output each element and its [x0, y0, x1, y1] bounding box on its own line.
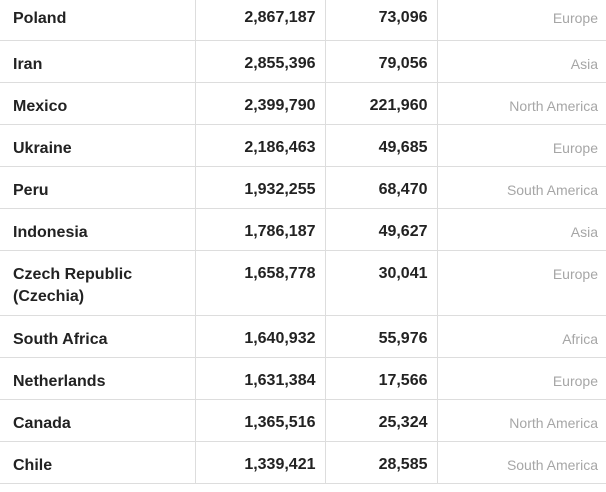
country-cell: Chile: [0, 441, 196, 484]
region-cell: Asia: [437, 208, 606, 251]
country-cell: Iran: [0, 40, 196, 83]
cases-cell: 2,399,790: [195, 82, 326, 125]
deaths-cell: 55,976: [325, 315, 438, 358]
table-row: Canada 1,365,516 25,324 North America: [0, 399, 606, 442]
deaths-cell: 49,685: [325, 124, 438, 167]
region-cell: Africa: [437, 315, 606, 358]
country-cell: Mexico: [0, 82, 196, 125]
table-row: Peru 1,932,255 68,470 South America: [0, 166, 606, 209]
deaths-cell: 25,324: [325, 399, 438, 442]
table-row: Indonesia 1,786,187 49,627 Asia: [0, 208, 606, 251]
region-cell: Europe: [437, 250, 606, 316]
country-cell: Netherlands: [0, 357, 196, 400]
cases-cell: 1,640,932: [195, 315, 326, 358]
cases-cell: 2,855,396: [195, 40, 326, 83]
cases-cell: 2,186,463: [195, 124, 326, 167]
cases-cell: 1,786,187: [195, 208, 326, 251]
region-cell: Europe: [437, 124, 606, 167]
region-cell: Europe: [437, 0, 606, 41]
region-cell: Asia: [437, 40, 606, 83]
region-cell: South America: [437, 441, 606, 484]
cases-cell: 1,631,384: [195, 357, 326, 400]
deaths-cell: 28,585: [325, 441, 438, 484]
table-row: Netherlands 1,631,384 17,566 Europe: [0, 357, 606, 400]
table-row: Chile 1,339,421 28,585 South America: [0, 441, 606, 484]
table-row: South Africa 1,640,932 55,976 Africa: [0, 315, 606, 358]
country-cell: South Africa: [0, 315, 196, 358]
cases-cell: 2,867,187: [195, 0, 326, 41]
cases-cell: 1,365,516: [195, 399, 326, 442]
deaths-cell: 68,470: [325, 166, 438, 209]
deaths-cell: 79,056: [325, 40, 438, 83]
country-cell: Czech Republic (Czechia): [0, 250, 196, 316]
country-cell: Ukraine: [0, 124, 196, 167]
deaths-cell: 221,960: [325, 82, 438, 125]
country-cell: Poland: [0, 0, 196, 41]
cases-cell: 1,932,255: [195, 166, 326, 209]
cases-cell: 1,658,778: [195, 250, 326, 316]
region-cell: North America: [437, 399, 606, 442]
country-cell: Canada: [0, 399, 196, 442]
table-row: Czech Republic (Czechia) 1,658,778 30,04…: [0, 250, 606, 316]
cases-cell: 1,339,421: [195, 441, 326, 484]
region-cell: Europe: [437, 357, 606, 400]
table-row: Poland 2,867,187 73,096 Europe: [0, 0, 606, 41]
deaths-cell: 17,566: [325, 357, 438, 400]
table-row: Mexico 2,399,790 221,960 North America: [0, 82, 606, 125]
deaths-cell: 49,627: [325, 208, 438, 251]
region-cell: North America: [437, 82, 606, 125]
country-cell: Indonesia: [0, 208, 196, 251]
table-row: Iran 2,855,396 79,056 Asia: [0, 40, 606, 83]
deaths-cell: 30,041: [325, 250, 438, 316]
region-cell: South America: [437, 166, 606, 209]
country-cell: Peru: [0, 166, 196, 209]
table-row: Ukraine 2,186,463 49,685 Europe: [0, 124, 606, 167]
deaths-cell: 73,096: [325, 0, 438, 41]
